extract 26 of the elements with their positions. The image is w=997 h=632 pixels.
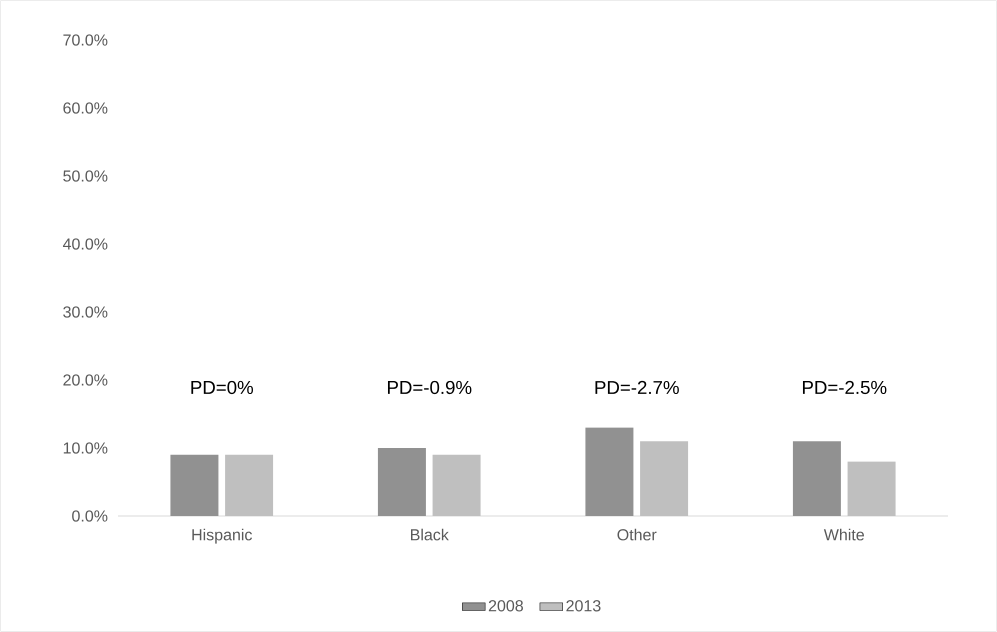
bar	[225, 454, 274, 516]
bar	[848, 462, 896, 516]
legend-label: 2013	[566, 600, 601, 612]
x-tick-label: Black	[411, 528, 449, 540]
y-tick-label: 50.0%	[63, 170, 108, 182]
y-tick-label: 60.0%	[63, 102, 108, 114]
bar	[640, 441, 688, 516]
bar	[585, 428, 634, 516]
annotation: PD=0%	[191, 380, 253, 394]
bar	[170, 454, 218, 516]
annotation: PD=-2.5%	[802, 380, 886, 394]
y-tick-label: 70.0%	[63, 34, 108, 46]
y-tick-label: 30.0%	[63, 306, 108, 318]
x-tick-label: Hispanic	[192, 528, 252, 544]
annotation: PD=-0.9%	[388, 380, 472, 394]
x-tick-label: White	[824, 528, 864, 540]
y-tick-label: 20.0%	[63, 374, 108, 386]
bar	[792, 441, 841, 516]
bar	[378, 448, 426, 516]
y-tick-label: 40.0%	[62, 238, 108, 250]
bar	[432, 454, 481, 516]
x-tick-label: Other	[617, 528, 656, 540]
legend-label: 2008	[488, 600, 523, 612]
y-tick-label: 0.0%	[72, 510, 108, 522]
annotation: PD=-2.7%	[595, 380, 679, 394]
y-tick-label: 10.0%	[64, 442, 108, 454]
